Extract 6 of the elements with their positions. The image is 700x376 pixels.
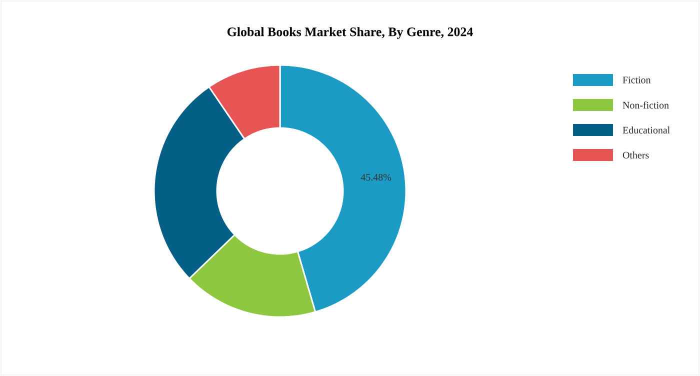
legend-label: Educational bbox=[622, 126, 670, 134]
data-label: 45.48% bbox=[360, 174, 392, 181]
legend-label: Fiction bbox=[622, 76, 651, 84]
legend-label: Others bbox=[622, 151, 649, 158]
chart-title: Global Books Market Share, By Genre, 2024 bbox=[227, 27, 473, 39]
legend-label: Non-fiction bbox=[622, 101, 669, 109]
